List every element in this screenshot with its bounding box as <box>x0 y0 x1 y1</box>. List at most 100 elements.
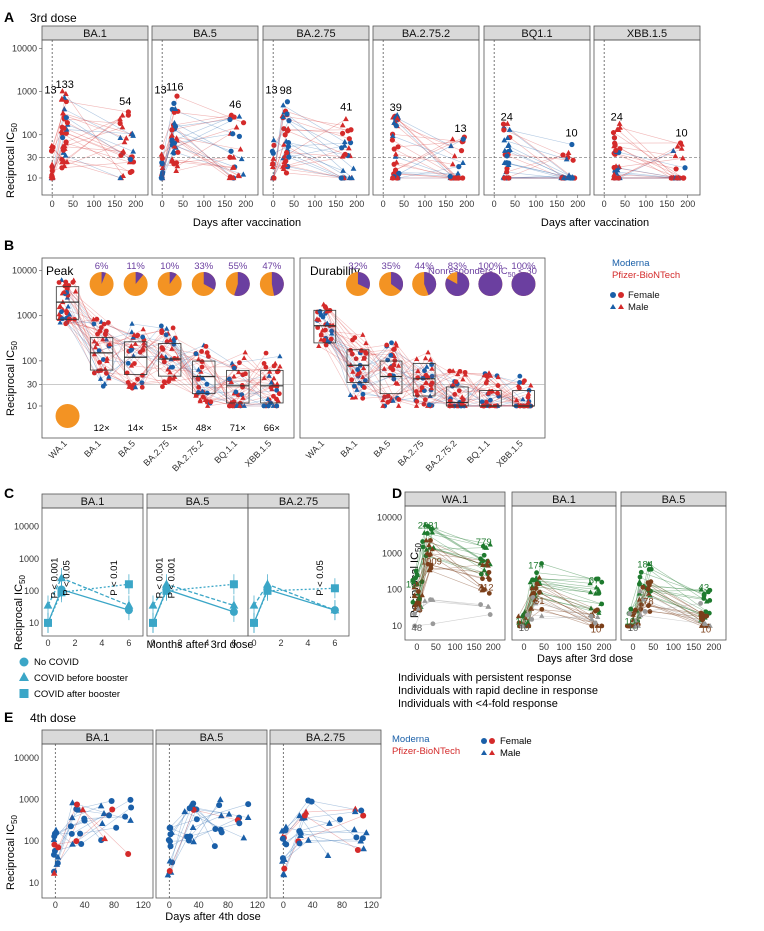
subject-point <box>638 606 644 612</box>
x-tick-label: 0 <box>281 900 286 910</box>
subject-point <box>455 175 462 181</box>
facet-strip-label: BA.1 <box>86 732 110 744</box>
pie-percent: 32% <box>348 261 368 272</box>
subject-point <box>389 137 396 143</box>
subject-line <box>505 154 564 179</box>
fold-label: 48× <box>196 423 212 434</box>
legend-covid-after-marker <box>19 689 29 698</box>
subject-point <box>672 152 679 159</box>
subject-line <box>282 801 357 839</box>
subject-point <box>429 546 435 552</box>
subject-point <box>129 130 136 136</box>
legend-moderna: Moderna <box>612 258 650 269</box>
subject-line <box>61 130 131 158</box>
subject-point <box>97 802 105 809</box>
subject-point <box>360 395 366 401</box>
subject-point <box>127 156 134 162</box>
panel-b-peak-frame <box>41 257 295 439</box>
subject-point <box>361 385 367 390</box>
subject-point <box>526 623 532 629</box>
x-tick-label: 0 <box>150 638 155 648</box>
subject-point <box>128 348 134 353</box>
x-tick-label: 6 <box>231 638 236 648</box>
category-label: XBB.1.5 <box>243 438 273 468</box>
subject-point <box>460 175 466 181</box>
panel-c: BA.1P < 0.05P < 0.001 P < 0.010 2 4 61010010… <box>14 493 350 648</box>
subject-point <box>265 396 271 402</box>
subject-point <box>227 154 233 160</box>
subject-point <box>318 312 324 318</box>
subject-point <box>641 596 647 602</box>
x-tick-label: 150 <box>467 642 482 652</box>
subject-point <box>64 158 70 165</box>
subject-point <box>646 560 652 566</box>
legend-e-moderna: Moderna <box>392 734 430 745</box>
subject-point <box>427 567 433 573</box>
category-label: WA.1 <box>47 438 69 460</box>
subject-point <box>360 332 366 337</box>
pie-nonresponders <box>234 272 250 296</box>
pie-nonresponders <box>391 272 404 292</box>
fold-label: 14× <box>128 423 144 434</box>
subject-line <box>613 132 684 179</box>
subject-point <box>71 277 77 283</box>
subject-point <box>57 319 63 325</box>
boxplot-box <box>192 360 216 395</box>
subject-point <box>599 623 605 629</box>
subject-point <box>563 156 570 162</box>
subject-point <box>171 143 178 149</box>
x-tick-label: 200 <box>238 199 253 209</box>
subject-line <box>396 172 458 174</box>
subject-line <box>394 148 451 179</box>
subject-point <box>429 365 435 371</box>
subject-point <box>354 387 360 392</box>
x-tick-label: 50 <box>539 642 549 652</box>
subject-point <box>419 385 425 390</box>
subject-point <box>429 529 435 535</box>
facet-frame <box>620 505 727 641</box>
subject-point <box>422 397 428 403</box>
subject-point <box>104 355 110 361</box>
subject-point <box>637 588 643 594</box>
subject-point <box>284 111 290 117</box>
x-tick-label: 150 <box>576 642 591 652</box>
subject-line <box>66 117 131 160</box>
subject-point <box>230 154 237 160</box>
subject-line <box>176 137 240 177</box>
panel-e-xlabel: Days after 4th dose <box>165 911 260 923</box>
subject-point <box>78 840 85 847</box>
subject-line <box>284 840 361 860</box>
subject-line <box>506 175 570 179</box>
brown-label: 212 <box>478 582 494 593</box>
subject-point <box>532 597 538 602</box>
subject-point <box>100 357 106 362</box>
subject-point <box>483 380 489 386</box>
subject-point <box>613 163 619 169</box>
subject-point <box>353 356 359 362</box>
subject-point <box>231 373 237 379</box>
subject-point <box>128 343 134 348</box>
subject-point <box>628 606 634 612</box>
subject-point <box>286 154 292 160</box>
subject-point <box>64 120 70 126</box>
subject-point <box>504 165 510 172</box>
subject-point <box>380 397 386 403</box>
subject-point <box>391 376 397 382</box>
x-tick-label: 2 <box>177 638 182 648</box>
subject-point <box>424 550 430 556</box>
subject-point <box>682 165 688 171</box>
subject-point <box>230 131 236 137</box>
boxplot-box <box>260 369 284 404</box>
subject-point <box>277 363 283 369</box>
subject-point <box>627 611 632 617</box>
boxplot-box <box>379 360 403 395</box>
subject-point <box>565 149 572 155</box>
subject-point <box>97 376 104 381</box>
x-tick-label: 120 <box>250 900 265 910</box>
subject-point <box>59 134 66 141</box>
group-point <box>57 588 66 597</box>
subject-point <box>343 115 349 122</box>
subject-point <box>507 146 513 152</box>
subject-point <box>341 142 348 148</box>
subject-line <box>504 140 567 160</box>
